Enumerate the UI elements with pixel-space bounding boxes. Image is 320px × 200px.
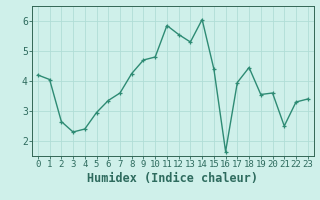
X-axis label: Humidex (Indice chaleur): Humidex (Indice chaleur) [87,172,258,185]
